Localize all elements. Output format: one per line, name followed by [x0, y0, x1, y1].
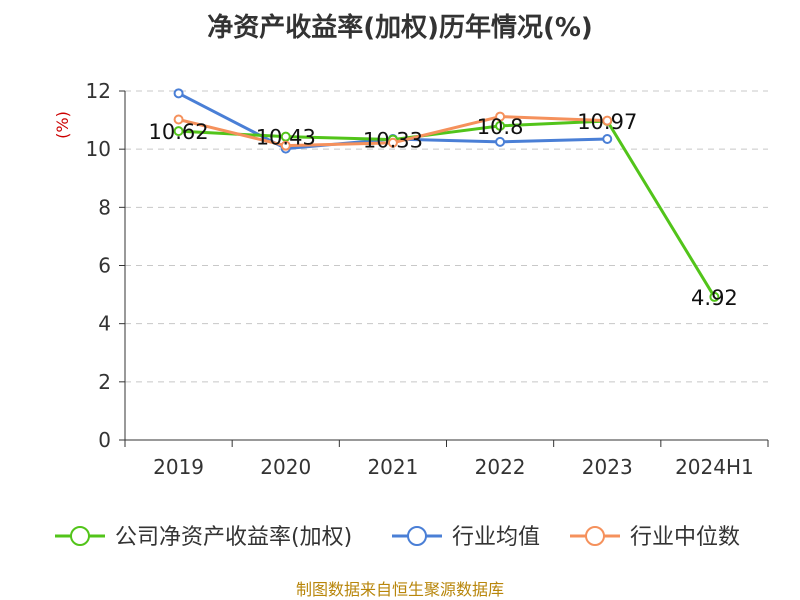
- data-point: [173, 126, 184, 137]
- y-axis-label: (%): [53, 111, 72, 139]
- legend-item: 公司净资产收益率(加权): [55, 525, 352, 550]
- legend-item: 行业均值: [392, 525, 540, 550]
- series-1: [173, 115, 720, 302]
- legend-swatch-marker: [407, 526, 427, 546]
- source-note: 制图数据来自恒生聚源数据库: [296, 580, 504, 599]
- data-label: 10.97: [577, 110, 637, 134]
- legend: 公司净资产收益率(加权) 行业均值 行业中位数: [55, 525, 740, 550]
- data-label: 10.43: [256, 126, 316, 150]
- data-labels: 10.62 10.43 10.33 10.8 10.97 4.92: [149, 110, 738, 310]
- x-tick-label: 2023: [582, 455, 633, 479]
- x-tick-label: 2022: [475, 455, 526, 479]
- x-tick-label: 2021: [367, 455, 418, 479]
- y-tick-label: 4: [98, 312, 111, 336]
- x-tick-label: 2019: [153, 455, 204, 479]
- data-point: [280, 140, 291, 151]
- data-point: [495, 136, 506, 147]
- y-tick-label: 0: [98, 428, 111, 452]
- data-point: [387, 137, 398, 148]
- data-point: [495, 111, 506, 122]
- legend-label: 行业中位数: [630, 525, 740, 550]
- axes: [119, 90, 769, 447]
- series-lines: [173, 88, 720, 302]
- data-label: 10.8: [477, 115, 524, 139]
- data-point: [173, 88, 184, 99]
- series-3: [173, 111, 613, 151]
- legend-item: 行业中位数: [570, 525, 740, 550]
- data-point: [602, 133, 613, 144]
- series-line: [178, 119, 716, 298]
- y-tick-label: 12: [86, 79, 111, 103]
- y-tick-label: 2: [98, 370, 111, 394]
- data-point: [709, 291, 720, 302]
- data-point: [602, 115, 613, 126]
- y-tick-labels: 0 2 4 6 8 10 12: [86, 79, 111, 452]
- gridlines: [125, 90, 768, 383]
- data-label: 10.33: [363, 129, 423, 153]
- data-point: [495, 120, 506, 131]
- data-point: [173, 114, 184, 125]
- y-tick-label: 10: [86, 137, 111, 161]
- legend-label: 行业均值: [452, 525, 540, 550]
- data-label: 4.92: [691, 286, 738, 310]
- chart-title: 净资产收益率(加权)历年情况(%): [207, 12, 593, 43]
- x-tick-label: 2024H1: [675, 455, 754, 479]
- legend-swatch-marker: [70, 526, 90, 546]
- x-tick-label: 2020: [260, 455, 311, 479]
- y-tick-label: 8: [98, 195, 111, 219]
- data-label: 10.62: [149, 120, 209, 144]
- legend-swatch-marker: [585, 526, 605, 546]
- legend-label: 公司净资产收益率(加权): [115, 525, 352, 550]
- x-tick-labels: 2019 2020 2021 2022 2023 2024H1: [153, 455, 754, 479]
- data-point: [280, 131, 291, 142]
- y-tick-label: 6: [98, 254, 111, 278]
